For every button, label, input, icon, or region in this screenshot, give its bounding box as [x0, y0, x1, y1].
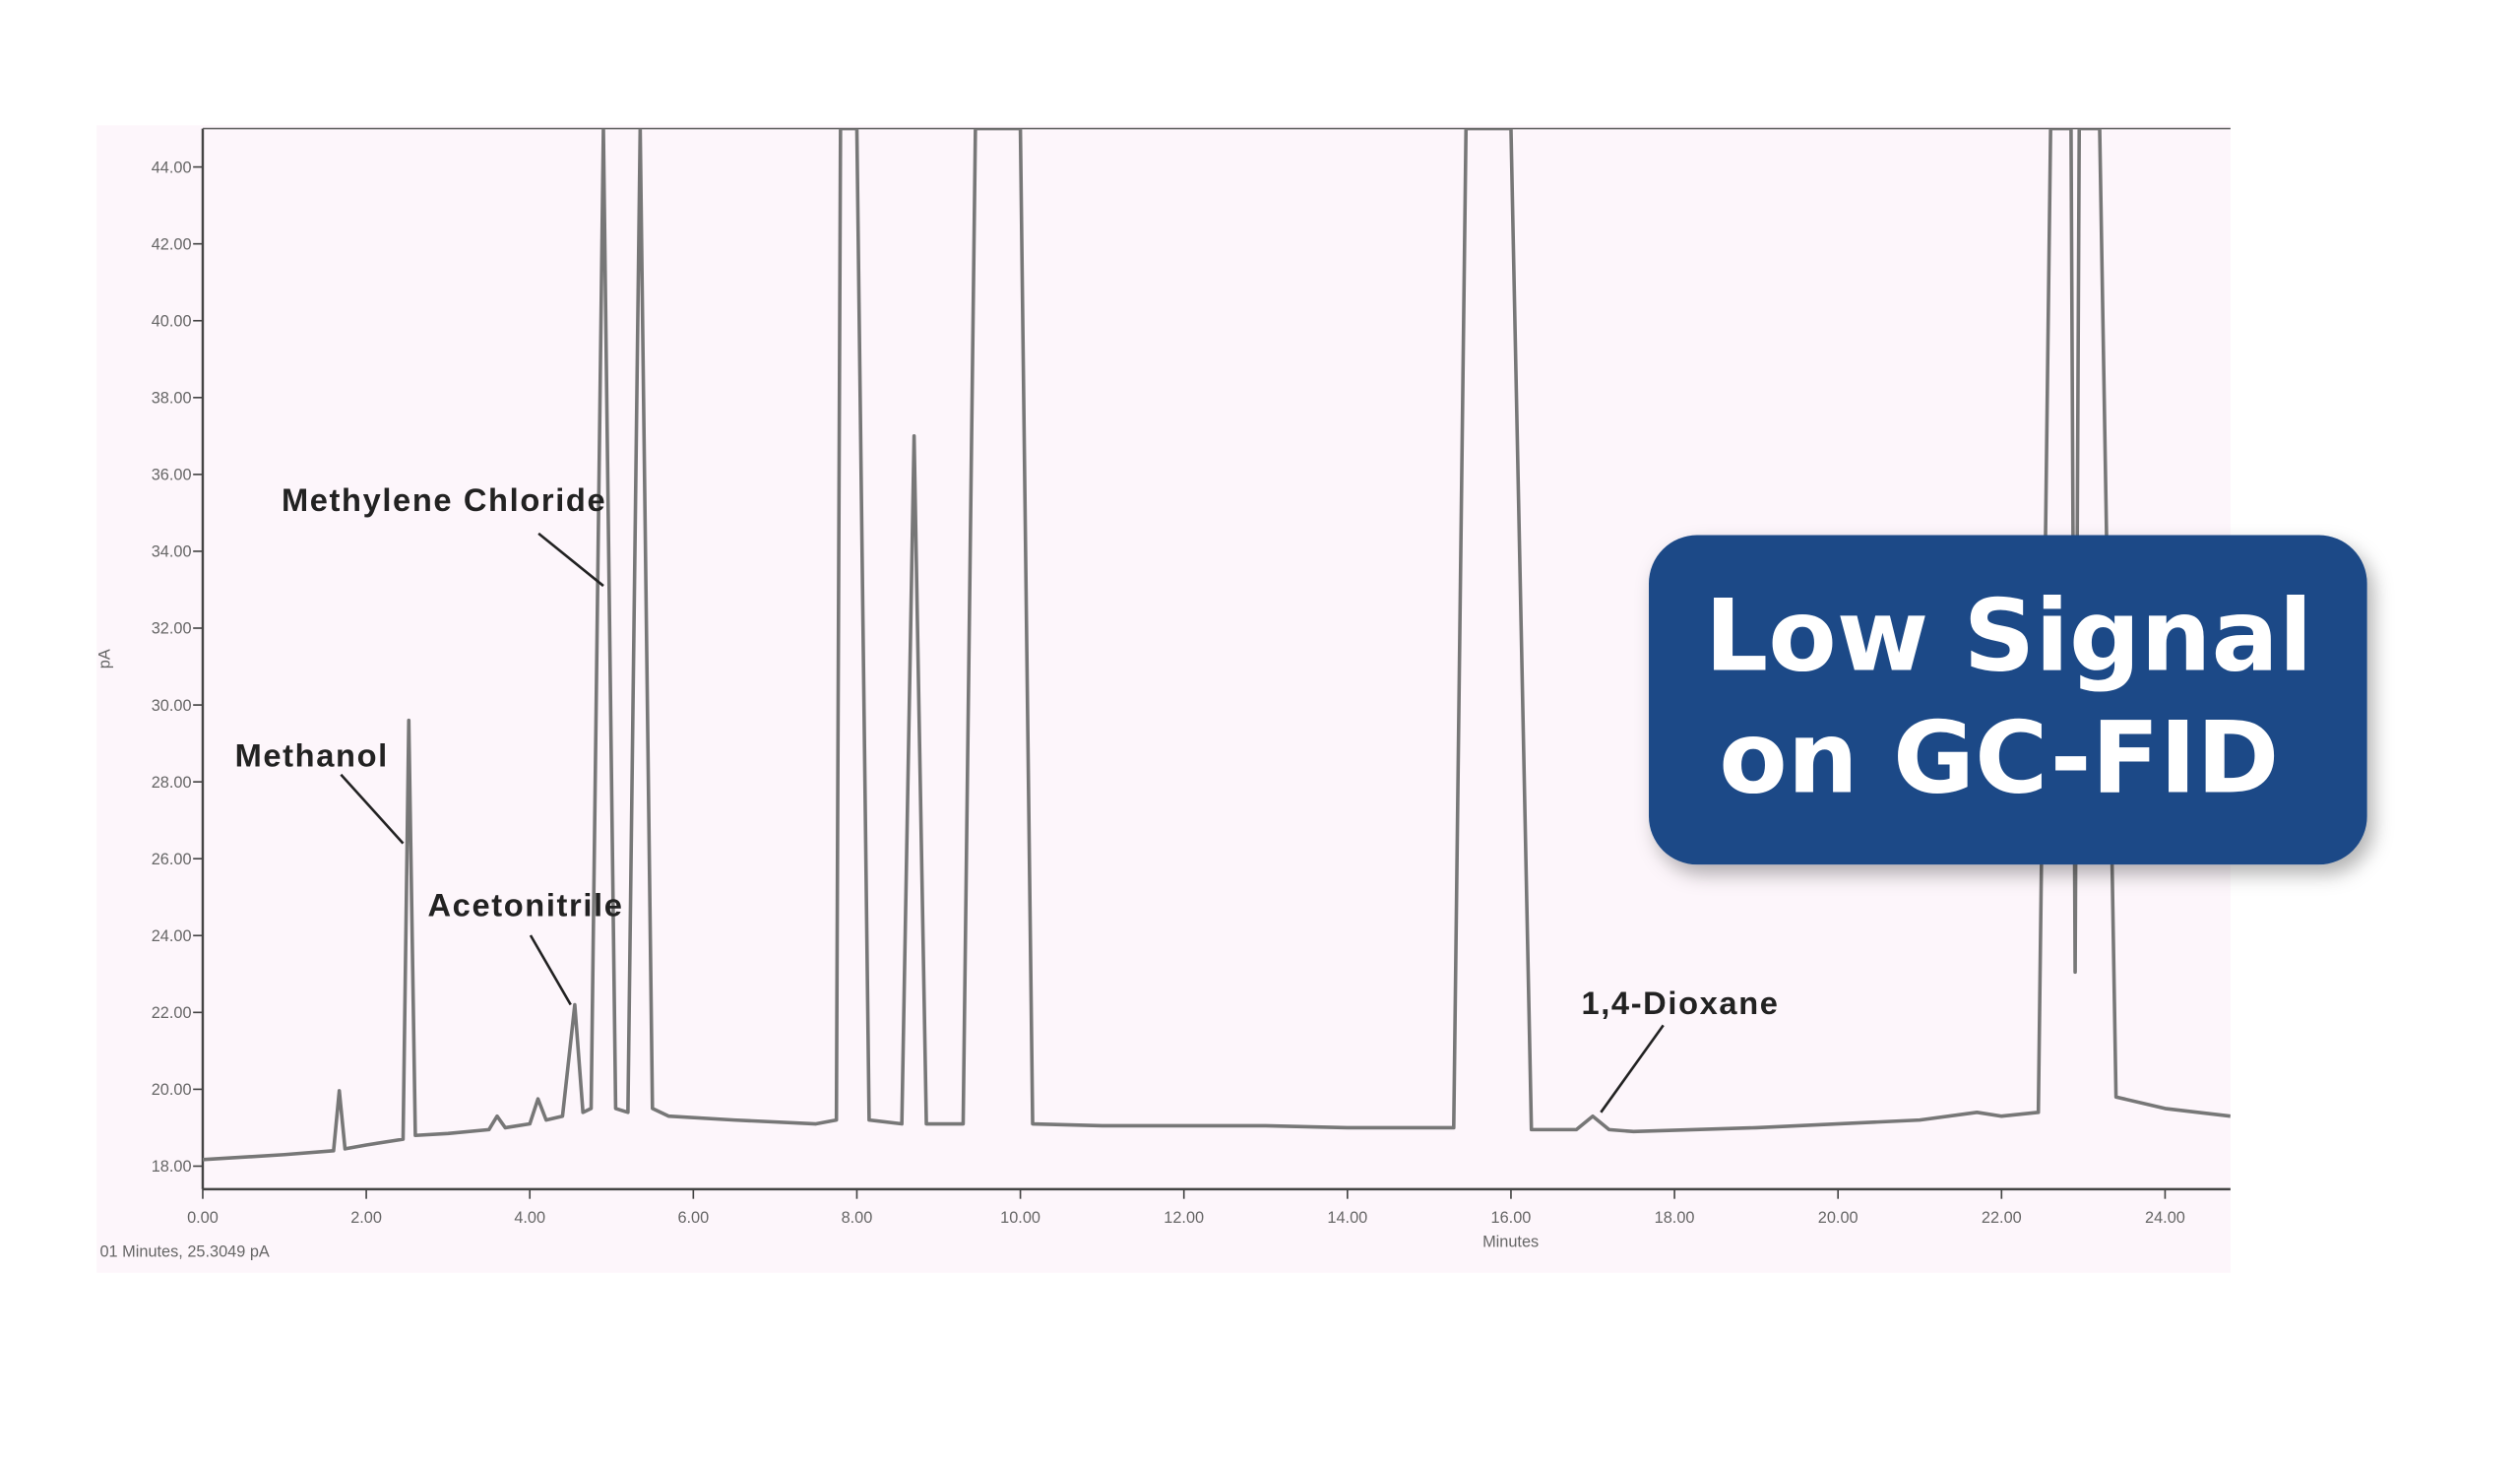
- annotation: Methanol: [235, 737, 389, 774]
- annotation: Acetonitrile: [427, 886, 623, 923]
- trace: [202, 128, 2231, 1162]
- y-tick-label: 30.00: [152, 697, 192, 715]
- x-tick-label: 14.00: [1327, 1209, 1367, 1227]
- y-axis-label: pA: [95, 649, 113, 668]
- x-tick-label: 18.00: [1655, 1209, 1695, 1227]
- x-tick-label: 12.00: [1164, 1209, 1204, 1227]
- badge-line: on GC-FID: [1719, 700, 2279, 816]
- y-tick-label: 24.00: [152, 927, 192, 945]
- y-tick-label: 26.00: [152, 851, 192, 868]
- x-tick-label: 22.00: [1982, 1209, 2022, 1227]
- annotation-leader: [340, 773, 405, 845]
- badge-line: Low Signal: [1705, 578, 2313, 694]
- annotation-leader: [529, 934, 572, 1006]
- y-tick-label: 38.00: [152, 390, 192, 408]
- annotation: 1,4-Dioxane: [1581, 985, 1779, 1021]
- x-tick-label: 6.00: [677, 1209, 709, 1227]
- x-tick-label: 20.00: [1818, 1209, 1858, 1227]
- status-text: 01 Minutes, 25.3049 pA: [99, 1242, 269, 1260]
- x-tick-label: 16.00: [1491, 1209, 1532, 1227]
- y-tick-label: 34.00: [152, 543, 192, 561]
- plot-area: [202, 128, 2231, 1162]
- x-axis-label: Minutes: [1482, 1234, 1539, 1251]
- annotation: Methylene Chloride: [282, 481, 606, 518]
- x-tick-label: 0.00: [187, 1209, 219, 1227]
- y-tick-label: 32.00: [152, 620, 192, 638]
- y-tick-label: 40.00: [152, 312, 192, 330]
- y-tick-label: 22.00: [152, 1004, 192, 1022]
- y-tick-label: 20.00: [152, 1081, 192, 1099]
- x-tick-label: 10.00: [1000, 1209, 1040, 1227]
- y-tick-label: 42.00: [152, 235, 192, 253]
- y-tick-label: 28.00: [152, 774, 192, 792]
- y-tick-label: 44.00: [152, 159, 192, 176]
- y-tick-label: 36.00: [152, 467, 192, 484]
- badge: [1649, 535, 2367, 865]
- x-tick-label: 2.00: [350, 1209, 382, 1227]
- x-tick-label: 24.00: [2145, 1209, 2185, 1227]
- annotation-leader: [1600, 1024, 1665, 1114]
- y-tick-label: 18.00: [152, 1158, 192, 1176]
- badge-box: [1649, 535, 2367, 865]
- x-tick-label: 8.00: [842, 1209, 873, 1227]
- annotation-leader: [537, 532, 604, 588]
- x-tick-label: 4.00: [514, 1209, 545, 1227]
